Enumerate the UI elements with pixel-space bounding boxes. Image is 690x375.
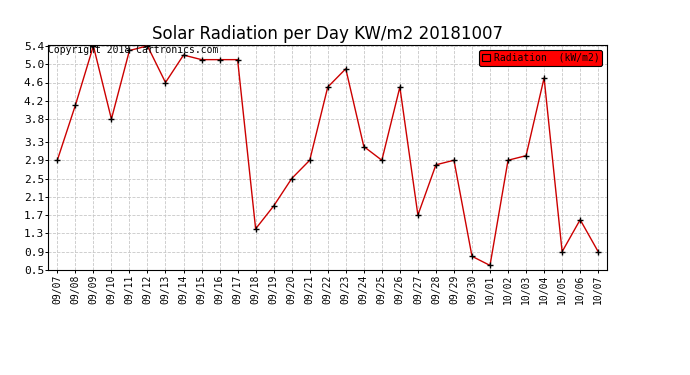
Legend: Radiation  (kW/m2): Radiation (kW/m2) [479, 50, 602, 66]
Title: Solar Radiation per Day KW/m2 20181007: Solar Radiation per Day KW/m2 20181007 [152, 26, 503, 44]
Text: Copyright 2018 Cartronics.com: Copyright 2018 Cartronics.com [48, 45, 219, 55]
